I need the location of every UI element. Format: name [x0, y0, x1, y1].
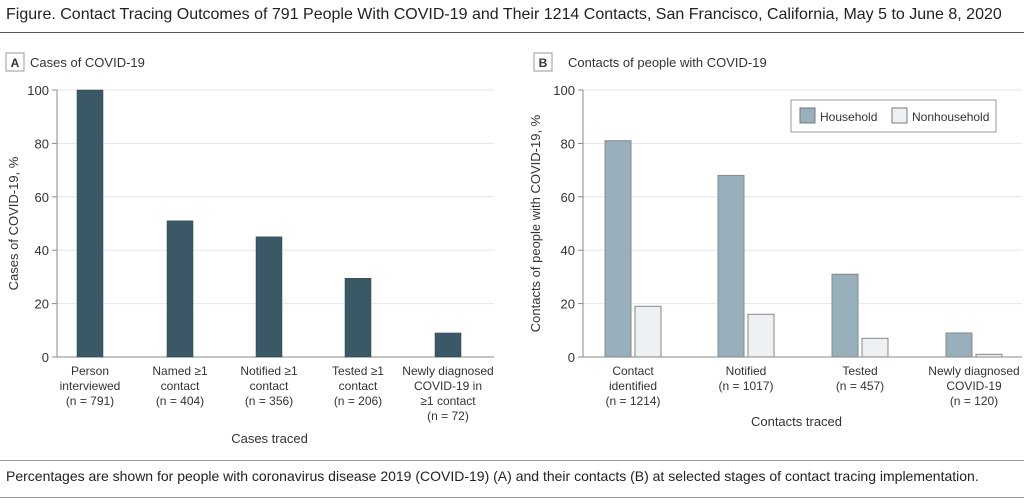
x-tick-label: COVID-19: [946, 379, 1002, 393]
x-tick-label: (n = 1017): [718, 379, 773, 393]
x-tick-label: (n = 72): [427, 409, 469, 423]
y-tick-label: 0: [568, 350, 575, 365]
y-tick-label: 0: [42, 350, 49, 365]
bar-household-0: [604, 140, 632, 358]
x-tick-label: Tested: [842, 364, 877, 378]
bar-1: [166, 220, 194, 358]
y-tick-label: 80: [35, 136, 49, 151]
x-tick-label: contact: [339, 379, 378, 393]
bar-nonhousehold-0: [634, 305, 662, 358]
legend-label-nonhousehold: Nonhousehold: [912, 110, 989, 124]
title-rule: [0, 32, 1024, 33]
x-tick-label: interviewed: [60, 379, 121, 393]
x-tick-label: (n = 457): [836, 379, 884, 393]
panel-label: B: [539, 56, 548, 70]
bar-4: [434, 332, 462, 358]
x-tick-label: (n = 120): [950, 394, 998, 408]
x-tick-label: (n = 404): [156, 394, 204, 408]
x-tick-label: (n = 206): [334, 394, 382, 408]
figure-caption: Percentages are shown for people with co…: [6, 468, 979, 484]
y-tick-label: 60: [561, 190, 575, 205]
y-tick-label: 60: [35, 190, 49, 205]
x-axis-label: Cases traced: [231, 431, 308, 446]
legend-swatch-nonhousehold: [891, 107, 908, 124]
panel-label-box: [5, 52, 25, 72]
panel-label: A: [11, 56, 20, 70]
x-tick-label: Newly diagnosed: [928, 364, 1019, 378]
y-tick-label: 100: [553, 83, 575, 98]
panel-title: Cases of COVID-19: [30, 55, 145, 70]
bar-3: [344, 277, 372, 358]
legend-label-household: Household: [820, 110, 877, 124]
y-axis-label: Contacts of people with COVID-19, %: [528, 114, 543, 332]
x-tick-label: Tested ≥1: [332, 364, 384, 378]
x-tick-label: identified: [609, 379, 657, 393]
y-tick-label: 40: [561, 243, 575, 258]
y-tick-label: 40: [35, 243, 49, 258]
x-tick-label: COVID-19 in: [414, 379, 482, 393]
y-tick-label: 20: [35, 297, 49, 312]
x-tick-label: ≥1 contact: [420, 394, 476, 408]
bar-household-2: [831, 273, 859, 358]
x-tick-label: Named ≥1: [152, 364, 208, 378]
caption-rule-top: [0, 460, 1024, 461]
bar-nonhousehold-3: [975, 353, 1003, 358]
bar-nonhousehold-2: [861, 337, 889, 358]
legend-swatch-household: [799, 107, 816, 124]
y-tick-label: 80: [561, 136, 575, 151]
panel-title: Contacts of people with COVID-19: [568, 55, 767, 70]
bar-nonhousehold-1: [747, 313, 775, 358]
x-tick-label: Newly diagnosed: [402, 364, 493, 378]
bar-2: [255, 236, 283, 358]
bar-household-3: [945, 332, 973, 358]
x-axis-label: Contacts traced: [751, 414, 842, 429]
y-tick-label: 100: [27, 83, 49, 98]
x-tick-label: contact: [161, 379, 200, 393]
x-tick-label: contact: [250, 379, 289, 393]
y-axis-label: Cases of COVID-19, %: [6, 156, 21, 290]
x-tick-label: (n = 1214): [605, 394, 660, 408]
panel-label-box: [533, 52, 553, 72]
bar-0: [76, 89, 104, 358]
y-tick-label: 20: [561, 297, 575, 312]
figure-title: Figure. Contact Tracing Outcomes of 791 …: [6, 6, 1002, 23]
x-tick-label: Contact: [612, 364, 654, 378]
x-tick-label: Notified ≥1: [240, 364, 298, 378]
x-tick-label: Notified: [726, 364, 767, 378]
bar-household-1: [717, 174, 745, 358]
x-tick-label: (n = 791): [66, 394, 114, 408]
x-tick-label: Person: [71, 364, 109, 378]
chart-canvas: A Cases of COVID-19 0 20 40 60 80 100 Cases of C…: [5, 52, 1022, 446]
caption-rule-bottom: [0, 497, 1024, 498]
x-tick-label: (n = 356): [245, 394, 293, 408]
